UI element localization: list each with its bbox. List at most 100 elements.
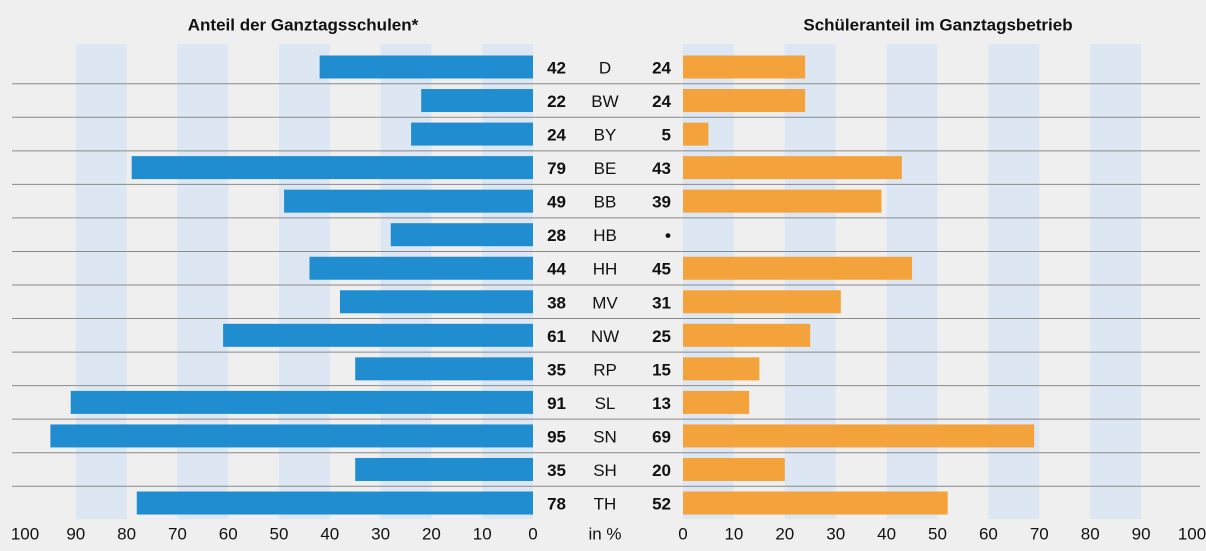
x-tick-label: 60 — [979, 524, 998, 543]
bar — [683, 491, 948, 515]
x-tick-label: 40 — [320, 524, 339, 543]
grid-band — [683, 44, 734, 519]
value-label: 45 — [652, 260, 671, 279]
value-label: 61 — [547, 327, 566, 346]
bar — [411, 122, 533, 146]
value-label: 25 — [652, 327, 671, 346]
category-label: SN — [593, 427, 617, 446]
value-label: 24 — [652, 92, 671, 111]
category-label: SH — [593, 461, 617, 480]
x-tick-label: 30 — [371, 524, 390, 543]
grid-band — [75, 44, 127, 519]
bar — [390, 223, 533, 247]
bar — [309, 256, 533, 280]
value-label: 49 — [547, 193, 566, 212]
grid-band — [380, 44, 432, 519]
x-tick-label: 80 — [117, 524, 136, 543]
category-label: NW — [591, 327, 619, 346]
x-tick-label: 50 — [928, 524, 947, 543]
value-label: 91 — [547, 394, 566, 413]
bar — [683, 89, 806, 113]
value-label: 13 — [652, 394, 671, 413]
grid-band — [177, 44, 229, 519]
x-tick-label: 100 — [11, 524, 39, 543]
x-tick-label: 20 — [422, 524, 441, 543]
category-label: HB — [593, 226, 617, 245]
x-tick-label: 20 — [775, 524, 794, 543]
bar — [355, 457, 533, 481]
bar — [136, 491, 533, 515]
bar — [223, 323, 533, 347]
panel-title: Schüleranteil im Ganztagsbetrieb — [803, 15, 1072, 34]
value-label: 38 — [547, 293, 566, 312]
x-tick-label: 60 — [219, 524, 238, 543]
category-label: BE — [594, 159, 617, 178]
bar — [319, 55, 533, 79]
bar — [284, 189, 533, 213]
bar — [683, 156, 902, 180]
category-label: BW — [591, 92, 618, 111]
value-label: 22 — [547, 92, 566, 111]
bar — [683, 323, 811, 347]
bar — [131, 156, 533, 180]
bar — [683, 390, 750, 414]
category-label: MV — [592, 293, 618, 312]
axis-label: in % — [588, 524, 621, 543]
bar — [339, 290, 533, 314]
bar — [683, 189, 882, 213]
bar — [683, 256, 913, 280]
x-tick-label: 100 — [1178, 524, 1206, 543]
x-tick-label: 80 — [1081, 524, 1100, 543]
x-tick-label: 30 — [826, 524, 845, 543]
category-label: HH — [593, 260, 618, 279]
grid-band — [279, 44, 330, 519]
value-label: 78 — [547, 495, 566, 514]
value-label: 44 — [547, 260, 566, 279]
bar — [683, 122, 709, 146]
grid-band — [886, 44, 938, 519]
grid-band — [988, 44, 1040, 519]
value-label: 24 — [547, 126, 566, 145]
x-tick-label: 10 — [473, 524, 492, 543]
value-label: 20 — [652, 461, 671, 480]
bar — [421, 89, 533, 113]
value-label: 15 — [652, 360, 671, 379]
panel-title: Anteil der Ganztagsschulen* — [188, 15, 419, 34]
grid-band — [482, 44, 533, 519]
value-label: 95 — [547, 427, 566, 446]
category-label: BY — [594, 126, 617, 145]
bar — [355, 357, 533, 381]
grid-bands — [75, 44, 1142, 519]
category-label: TH — [594, 495, 617, 514]
grid-band — [1090, 44, 1142, 519]
x-tick-label: 40 — [877, 524, 896, 543]
category-label: D — [599, 58, 611, 77]
x-tick-label: 50 — [270, 524, 289, 543]
category-label: RP — [593, 360, 617, 379]
x-tick-label: 70 — [168, 524, 187, 543]
bar — [70, 390, 533, 414]
grid-band — [784, 44, 836, 519]
category-label: SL — [595, 394, 616, 413]
category-label: BB — [594, 193, 617, 212]
value-label: 39 — [652, 193, 671, 212]
x-tick-label: 0 — [678, 524, 687, 543]
bar — [683, 357, 760, 381]
x-tick-label: 0 — [528, 524, 537, 543]
x-tick-label: 10 — [724, 524, 743, 543]
value-label: 28 — [547, 226, 566, 245]
bar — [683, 457, 785, 481]
value-label: 69 — [652, 427, 671, 446]
value-label: 79 — [547, 159, 566, 178]
value-label: 31 — [652, 293, 671, 312]
x-tick-label: 90 — [1132, 524, 1151, 543]
x-tick-label: 70 — [1030, 524, 1049, 543]
value-label: 35 — [547, 461, 566, 480]
bar — [683, 424, 1035, 448]
value-label: 35 — [547, 360, 566, 379]
value-label: 24 — [652, 58, 671, 77]
bar — [683, 55, 806, 79]
value-label: 52 — [652, 495, 671, 514]
value-label: 5 — [662, 126, 671, 145]
